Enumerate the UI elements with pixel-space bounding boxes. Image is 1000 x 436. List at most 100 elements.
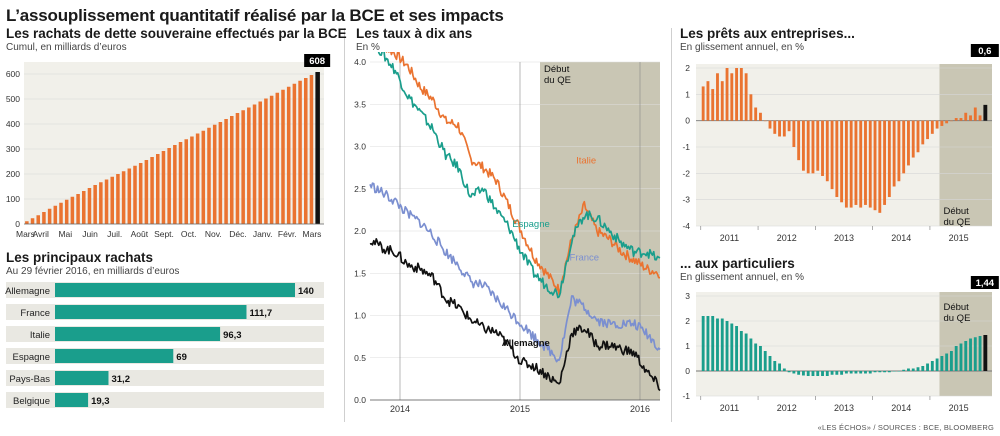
bar <box>973 337 977 371</box>
rachats-subtitle: Cumul, en milliards d’euros <box>6 42 127 53</box>
bar <box>82 191 86 224</box>
bar <box>286 86 291 224</box>
bar <box>93 185 97 224</box>
bar <box>36 215 40 224</box>
bar <box>864 120 867 205</box>
category-label: Italie <box>30 330 50 341</box>
bar <box>844 120 848 208</box>
y-tick-label: 0 <box>685 116 690 126</box>
bar <box>716 318 719 371</box>
bar <box>949 120 953 122</box>
bar <box>864 371 867 374</box>
bar <box>711 89 715 121</box>
bar <box>835 371 839 375</box>
bar <box>258 101 262 224</box>
bar <box>224 119 228 224</box>
bar <box>133 165 137 224</box>
bar <box>801 371 805 376</box>
bar <box>749 94 753 121</box>
bar <box>797 120 801 161</box>
value-label: 111,7 <box>249 308 272 319</box>
bar <box>304 78 308 224</box>
series-label: Allemagne <box>502 338 550 349</box>
bar <box>87 188 92 224</box>
bar <box>730 73 734 121</box>
x-tick-label: 2011 <box>720 403 739 413</box>
x-tick-label: 2012 <box>777 403 797 413</box>
bar <box>744 333 748 371</box>
series-label: France <box>570 253 600 264</box>
bar <box>830 120 834 190</box>
bar <box>792 120 796 147</box>
bar <box>935 120 939 129</box>
bar <box>59 202 63 224</box>
bar <box>830 371 834 375</box>
y-tick-label: 0.5 <box>354 353 366 363</box>
bar <box>811 371 815 376</box>
bar <box>768 356 772 371</box>
bar <box>811 120 815 174</box>
bar <box>921 120 925 145</box>
bar <box>241 110 245 224</box>
x-tick-label: 2013 <box>834 403 854 413</box>
bar <box>76 194 80 224</box>
bar <box>978 336 982 371</box>
bar <box>902 120 906 174</box>
bar <box>725 321 729 371</box>
bar <box>940 120 944 126</box>
bar <box>792 371 796 374</box>
y-tick-label: -1 <box>682 142 690 152</box>
y-tick-label: 2 <box>685 316 690 326</box>
bar <box>55 393 89 407</box>
bar <box>787 120 791 132</box>
x-tick-label: Mars <box>16 229 35 239</box>
bar <box>969 115 972 121</box>
bar <box>725 68 729 121</box>
bar <box>854 120 858 205</box>
y-tick-label: 0 <box>15 219 20 229</box>
bar <box>954 346 958 371</box>
bar <box>173 145 177 224</box>
x-tick-label: Janv. <box>253 229 273 239</box>
bar <box>887 120 891 198</box>
x-tick-label: 2014 <box>891 403 911 413</box>
y-tick-label: 200 <box>6 169 20 179</box>
bar <box>64 199 69 224</box>
y-tick-label: 2.5 <box>354 184 366 194</box>
bar <box>782 120 786 137</box>
y-tick-label: -1 <box>682 391 690 401</box>
bar <box>138 163 143 224</box>
bar <box>778 363 781 371</box>
value-badge <box>970 44 999 57</box>
bar <box>759 112 762 121</box>
value-badge <box>304 54 331 67</box>
bar <box>959 118 963 121</box>
series-line <box>369 182 661 363</box>
bar <box>264 98 268 224</box>
bar <box>902 369 906 371</box>
y-tick-label: 3.0 <box>354 142 366 152</box>
x-tick-label: Mars <box>303 229 322 239</box>
bar <box>167 148 171 224</box>
bar <box>269 95 274 224</box>
bar <box>816 371 820 376</box>
value-label: 140 <box>298 286 314 297</box>
bar <box>825 371 829 376</box>
bar <box>945 353 949 371</box>
bar <box>110 176 114 224</box>
bar <box>892 120 896 187</box>
bar <box>878 120 882 213</box>
bar <box>887 371 891 373</box>
bar <box>121 171 126 224</box>
bar <box>926 363 929 371</box>
qe-label-1: Début <box>943 206 969 217</box>
bar <box>218 122 223 224</box>
bar <box>195 133 200 224</box>
bar <box>207 127 211 224</box>
taux-title: Les taux à dix ans <box>356 26 473 41</box>
series-label: Espagne <box>512 219 550 230</box>
value-label: 19,3 <box>91 396 110 407</box>
bar <box>916 367 920 371</box>
bar <box>897 120 901 182</box>
